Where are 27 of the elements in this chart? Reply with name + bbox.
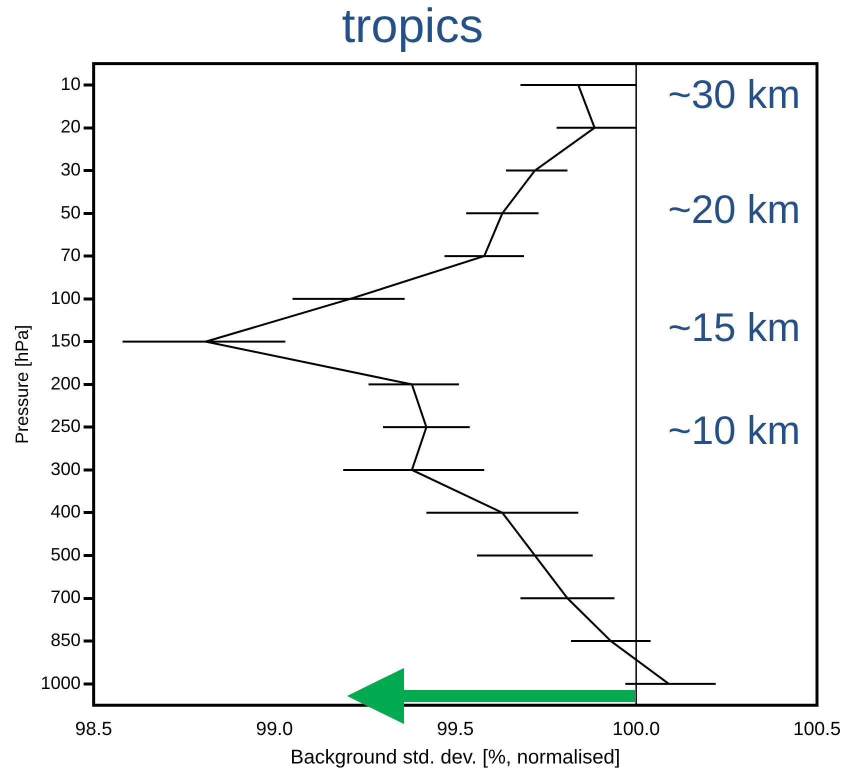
x-tick-label: 99.5: [436, 718, 474, 740]
y-tick-label: 850: [50, 630, 81, 650]
y-axis-title: Pressure [hPa]: [12, 324, 32, 444]
y-tick-label: 20: [60, 116, 81, 137]
annotation: ~10 km: [668, 409, 800, 454]
x-axis-title: Background std. dev. [%, normalised]: [290, 746, 620, 769]
x-tick-label: 98.5: [75, 718, 112, 740]
x-tick-label: 100.0: [612, 718, 660, 740]
annotation: ~30 km: [668, 73, 800, 118]
y-tick-label: 500: [50, 544, 81, 564]
x-tick-label: 99.0: [256, 718, 293, 740]
y-tick-label: 1000: [40, 672, 81, 693]
y-tick-label: 300: [50, 458, 81, 479]
y-tick-label: 250: [50, 416, 81, 436]
y-tick-label: 150: [50, 330, 81, 351]
y-tick-label: 70: [60, 245, 81, 266]
y-tick-label: 30: [60, 160, 81, 180]
y-tick-label: 10: [60, 74, 81, 94]
chart-title: tropics: [342, 0, 484, 54]
y-tick-label: 700: [50, 587, 81, 608]
annotation: ~15 km: [668, 306, 800, 350]
y-tick-label: 200: [50, 373, 81, 394]
y-tick-label: 50: [60, 202, 81, 222]
y-tick-label: 100: [50, 288, 81, 308]
x-tick-label: 100.5: [793, 718, 841, 740]
y-tick-label: 400: [50, 502, 81, 522]
annotation: ~20 km: [668, 188, 800, 232]
